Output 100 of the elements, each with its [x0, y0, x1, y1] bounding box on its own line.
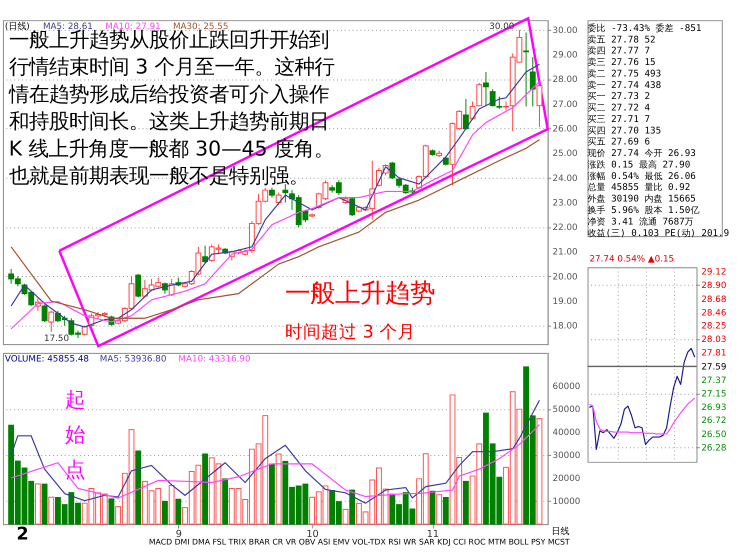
line-series [10, 139, 540, 319]
bar [276, 454, 282, 525]
y-tick-label: 25.00 [552, 149, 578, 160]
y-tick-label: 27.37 [701, 376, 726, 386]
y-tick-label: 10000 [552, 497, 580, 508]
y-tick-label: 19.00 [552, 296, 578, 307]
text: 卖四 27.77 7 [588, 46, 650, 57]
annotation: 17.50 [44, 334, 70, 344]
text: MACD DMI DMA FSL TRIX BRAR CR VR OBV ASI EMV VOL-TDX RSI WR SAR KDJ CCI ROC MTM BOLL PSY MCST [148, 538, 570, 547]
bar [175, 498, 182, 525]
y-tick-label: 24.00 [552, 174, 578, 184]
candlestick [483, 71, 489, 107]
bar [430, 490, 436, 525]
bar [108, 498, 114, 525]
text: 卖五 27.78 52 [588, 34, 656, 46]
y-tick-label: 26.72 [701, 416, 726, 426]
text: 卖三 27.76 15 [588, 57, 656, 68]
bar [135, 450, 142, 525]
text: MA5: 53936.80 [100, 354, 166, 365]
y-tick-label: 40000 [552, 428, 580, 438]
y-tick-label: 27.15 [701, 390, 726, 400]
bar [202, 454, 208, 525]
bar [34, 483, 41, 525]
candlestick [536, 81, 542, 128]
annotation: 一般上升趋势 [285, 278, 436, 308]
y-tick-label: 28.46 [701, 308, 727, 318]
text: 买三 27.71 7 [588, 114, 650, 125]
bar [442, 496, 449, 525]
bar [269, 464, 275, 525]
text: 卖二 27.75 493 [588, 68, 662, 80]
y-tick-label: 30000 [552, 451, 580, 462]
text: 涨跌 0.15 最高 27.90 [588, 159, 690, 170]
y-tick-label: 21.00 [552, 248, 578, 258]
y-tick-label: 28.90 [701, 281, 726, 292]
bar [462, 480, 469, 525]
candlestick [202, 245, 208, 264]
y-tick-label: 22.00 [552, 223, 578, 234]
text: 涨幅 0.54% 最低 26.06 [588, 170, 696, 182]
candlestick [282, 184, 288, 203]
text: 总量 45855 量比 0.92 [586, 182, 690, 194]
y-tick-label: 28.25 [701, 321, 726, 332]
y-tick-label: 30.00 [552, 26, 578, 36]
text: 买四 27.70 135 [588, 125, 662, 136]
y-tick-label: 29.00 [552, 50, 578, 61]
candlestick [48, 310, 54, 332]
candlestick [42, 304, 48, 322]
y-tick-label: 50000 [552, 405, 580, 416]
annotation: VOLUME: 45855.48 [4, 354, 89, 365]
bar [42, 484, 48, 525]
text: 日线 [552, 526, 570, 537]
text: 买一 27.73 2 [588, 91, 650, 102]
line-series [588, 348, 696, 450]
candlestick [476, 82, 482, 107]
bar [48, 496, 54, 525]
y-tick-label: 26.28 [701, 444, 726, 454]
y-tick-label: 27.59 [701, 362, 726, 372]
annotation: 起始点 [65, 387, 86, 482]
text: 收益(三) 0.103 PE(动) 201.9 [588, 228, 730, 239]
y-tick-label: 27.00 [552, 100, 578, 110]
text: 委比 -73.43% 委差 -851 [588, 22, 702, 34]
line-series [588, 397, 696, 435]
text: 现价 27.74 今开 26.93 [588, 148, 696, 160]
y-tick-label: 28.68 [701, 294, 726, 305]
bar [342, 508, 348, 525]
text: 买五 27.69 6 [588, 136, 650, 148]
y-tick-label: 27.81 [701, 348, 726, 359]
y-tick-label: 20.00 [552, 272, 578, 282]
text: 27.74 0.54% ▲0.15 [589, 254, 674, 264]
candlestick [135, 273, 142, 298]
text: MA10: 43316.90 [178, 354, 251, 365]
text: 2 [16, 524, 29, 545]
y-tick-label: 29.12 [701, 268, 726, 278]
text: 卖一 27.74 438 [588, 80, 662, 91]
candlestick [269, 187, 275, 198]
y-tick-label: 18.00 [552, 322, 578, 332]
y-tick-label: 26.50 [701, 430, 726, 440]
y-tick-label: 28.00 [552, 75, 578, 86]
candlestick [470, 101, 476, 120]
line-series [10, 424, 540, 499]
annotation: 时间超过 3 个月 [285, 322, 416, 342]
candlestick [276, 192, 282, 206]
y-tick-label: 28.03 [701, 335, 726, 346]
bar [168, 485, 175, 525]
text: 买二 27.72 4 [588, 102, 650, 114]
y-tick-label: 20000 [552, 474, 580, 484]
y-tick-label: 23.00 [552, 198, 578, 208]
candlestick [496, 96, 502, 110]
bar [436, 494, 442, 525]
text: 外盘 30190 内盘 15665 [588, 194, 696, 205]
candlestick [490, 88, 496, 107]
y-tick-label: 26.93 [701, 403, 726, 414]
bar [162, 500, 168, 525]
bar [222, 478, 228, 525]
candlestick [523, 32, 530, 107]
candlestick [462, 98, 469, 130]
bar [536, 418, 542, 525]
text: 换手 5.96% 股本 1.50亿 [588, 205, 700, 216]
y-tick-label: 26.00 [552, 124, 578, 135]
y-tick-label: 60000 [552, 382, 580, 392]
text: 净资 3.41 流通 7687万 [588, 216, 694, 228]
